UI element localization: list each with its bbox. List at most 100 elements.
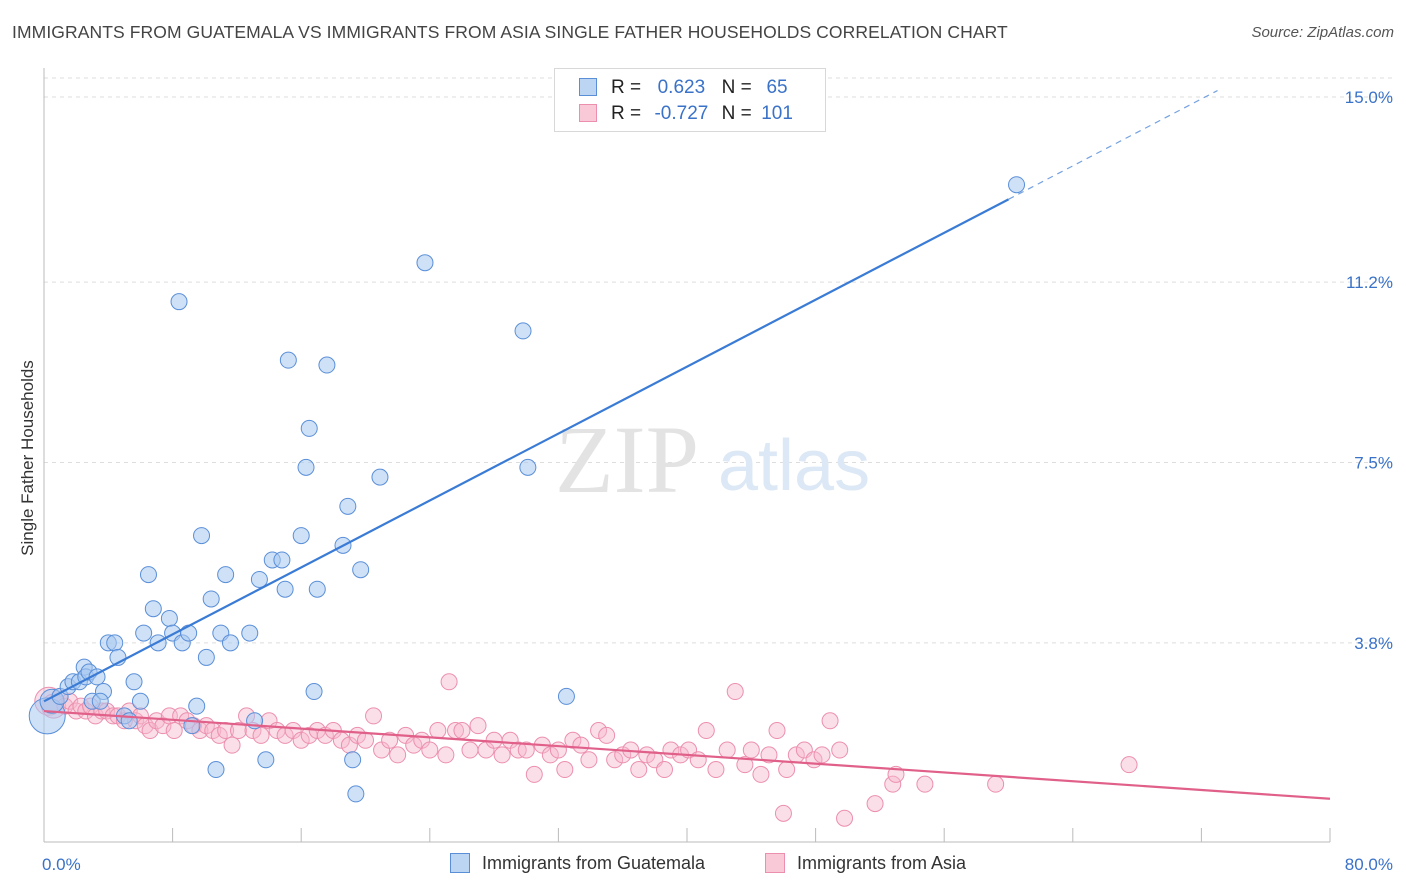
asia-point (381, 731, 399, 749)
asia-point (697, 722, 715, 740)
guatemala-point (180, 624, 198, 642)
asia-point (165, 722, 183, 740)
asia-point (572, 736, 590, 754)
asia-point (564, 731, 582, 749)
asia-point (223, 736, 241, 754)
guatemala-point (1008, 176, 1026, 194)
asia-point (517, 741, 535, 759)
asia-point (429, 722, 447, 740)
guatemala-points (28, 176, 1026, 803)
asia-point (916, 775, 934, 793)
asia-point (987, 775, 1005, 793)
asia-point (778, 761, 796, 779)
guatemala-point (273, 551, 291, 569)
asia-point (655, 761, 673, 779)
watermark-zip: ZIP (555, 406, 699, 513)
asia-point (357, 731, 374, 749)
asia-point (836, 809, 854, 827)
guatemala-point (170, 293, 188, 311)
guatemala-point (344, 751, 362, 769)
axes (43, 68, 1331, 843)
asia-point (866, 795, 884, 813)
asia-point (718, 741, 736, 759)
legend-n-value: 65 (766, 77, 788, 98)
asia-point (590, 722, 608, 740)
guatemala-point (217, 566, 235, 584)
guatemala-point (279, 351, 297, 369)
x-tick-label-max: 80.0% (1345, 855, 1393, 874)
guatemala-point (197, 648, 215, 666)
legend-n-label: N = (721, 103, 752, 124)
legend-n-value: 101 (761, 103, 793, 124)
asia-point (440, 673, 458, 691)
asia-point (813, 746, 831, 764)
chart-title: IMMIGRANTS FROM GUATEMALA VS IMMIGRANTS … (12, 22, 1008, 42)
guatemala-point (144, 600, 162, 618)
watermark: ZIP atlas (555, 406, 870, 513)
legend-r-value: -0.727 (654, 103, 709, 124)
watermark-atlas: atlas (718, 426, 870, 506)
asia-point (541, 746, 559, 764)
asia-trend-line (43, 709, 1331, 800)
guatemala-point (160, 609, 178, 627)
asia-point (831, 741, 849, 759)
guatemala-point (193, 527, 211, 545)
asia-point (884, 775, 902, 793)
bottom-swatch-asia (765, 853, 785, 873)
legend-r-value: 0.623 (657, 77, 706, 98)
correlation-legend: R = 0.623 N = 65 R = -0.727 N = 101 (554, 68, 826, 132)
guatemala-point (250, 570, 268, 588)
y-tick-label: 15.0% (1345, 88, 1393, 107)
asia-point (768, 722, 786, 740)
guatemala-point (131, 692, 149, 710)
guatemala-point (202, 590, 220, 608)
legend-swatch-asia (579, 104, 597, 122)
guatemala-point (106, 634, 124, 652)
grid-lines (44, 77, 1395, 644)
asia-point (752, 765, 770, 783)
guatemala-point (339, 497, 357, 515)
guatemala-point (221, 634, 239, 652)
asia-point (421, 741, 439, 759)
asia-point (726, 683, 744, 701)
guatemala-point (241, 624, 259, 642)
guatemala-point (276, 580, 294, 598)
guatemala-point (347, 785, 365, 803)
asia-points (34, 673, 1138, 827)
y-tick-label: 3.8% (1354, 634, 1393, 653)
asia-point (252, 726, 270, 744)
asia-point (707, 761, 725, 779)
asia-point (141, 722, 159, 740)
asia-point (292, 731, 310, 749)
asia-point (493, 746, 511, 764)
asia-point (689, 751, 707, 769)
asia-point (580, 751, 598, 769)
bottom-legend-label-guatemala: Immigrants from Guatemala (482, 853, 706, 873)
guatemala-point (125, 673, 143, 691)
guatemala-point (188, 697, 206, 715)
bottom-swatch-guatemala (450, 853, 470, 873)
guatemala-point (257, 751, 275, 769)
tick-labels: 3.8% 7.5% 11.2% 15.0% 0.0% 80.0% (42, 88, 1393, 874)
source-credit: Source: ZipAtlas.com (1251, 24, 1394, 41)
asia-point (525, 765, 543, 783)
legend-r-label: R = (611, 77, 642, 98)
guatemala-point (139, 566, 157, 584)
guatemala-trend-extension (1008, 90, 1218, 200)
guatemala-point (352, 561, 370, 579)
asia-point (549, 741, 567, 759)
asia-point (736, 756, 754, 774)
trend-lines (43, 90, 1331, 800)
guatemala-trend-line (43, 198, 1010, 703)
guatemala-point (135, 624, 153, 642)
guatemala-point (207, 761, 225, 779)
legend-swatch-guatemala (579, 78, 597, 96)
asia-point (760, 746, 778, 764)
guatemala-point (297, 458, 315, 476)
guatemala-point (305, 683, 323, 701)
asia-point (154, 717, 172, 735)
legend-r-label: R = (611, 103, 642, 124)
asia-point (742, 741, 760, 759)
guatemala-point (120, 712, 138, 730)
x-tick-label-min: 0.0% (42, 855, 81, 874)
